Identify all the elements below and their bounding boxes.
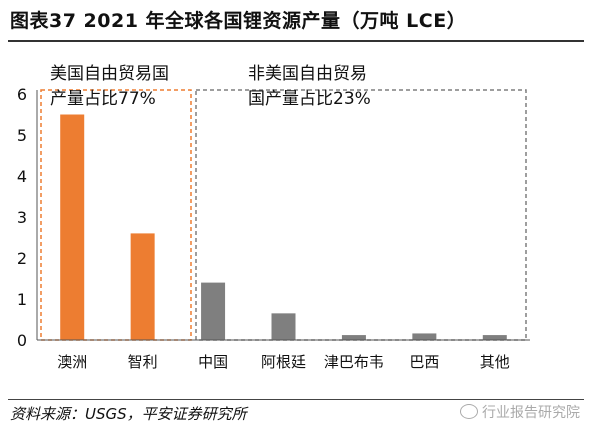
fta-group-box: [40, 89, 192, 341]
x-tick-label: 津巴布韦: [324, 353, 384, 371]
y-tick-label: 2: [17, 249, 27, 268]
bar-3: [271, 313, 296, 340]
y-tick-label: 4: [17, 167, 27, 186]
x-tick-label: 智利: [128, 353, 158, 371]
bar-1: [130, 233, 155, 340]
watermark-text: 行业报告研究院: [482, 405, 580, 421]
fta-annotation-line-2: 产量占比77%: [50, 89, 156, 109]
fta-annotation: 美国自由贸易国 产量占比77%: [50, 62, 169, 112]
y-tick-label: 1: [17, 290, 27, 309]
watermark: 行业报告研究院: [460, 402, 580, 422]
title-divider: [8, 40, 584, 42]
y-tick-label: 6: [17, 85, 27, 104]
source-divider: [8, 399, 584, 400]
fta-annotation-line-1: 美国自由贸易国: [50, 64, 169, 84]
bar-0: [60, 114, 85, 340]
non-fta-annotation-line-1: 非美国自由贸易: [248, 64, 367, 84]
non-fta-annotation: 非美国自由贸易 国产量占比23%: [248, 62, 371, 112]
wechat-icon: [460, 404, 478, 419]
y-tick-label: 0: [17, 331, 27, 350]
bar-2: [201, 282, 226, 340]
bar-4: [341, 335, 366, 340]
source-note: 资料来源：USGS，平安证券研究所: [10, 405, 247, 423]
non-fta-annotation-line-2: 国产量占比23%: [248, 89, 371, 109]
x-tick-label: 巴西: [409, 353, 439, 371]
y-tick-label: 3: [17, 208, 27, 227]
non-fta-group-box: [195, 89, 527, 341]
x-tick-label: 澳洲: [57, 353, 87, 371]
figure-title: 图表37 2021 年全球各国锂资源产量（万吨 LCE）: [10, 10, 467, 32]
bar-6: [482, 335, 507, 340]
y-tick-label: 5: [17, 126, 27, 145]
x-tick-label: 中国: [198, 353, 228, 371]
x-tick-label: 阿根廷: [261, 353, 306, 371]
x-tick-label: 其他: [480, 353, 510, 371]
bar-5: [412, 333, 437, 340]
